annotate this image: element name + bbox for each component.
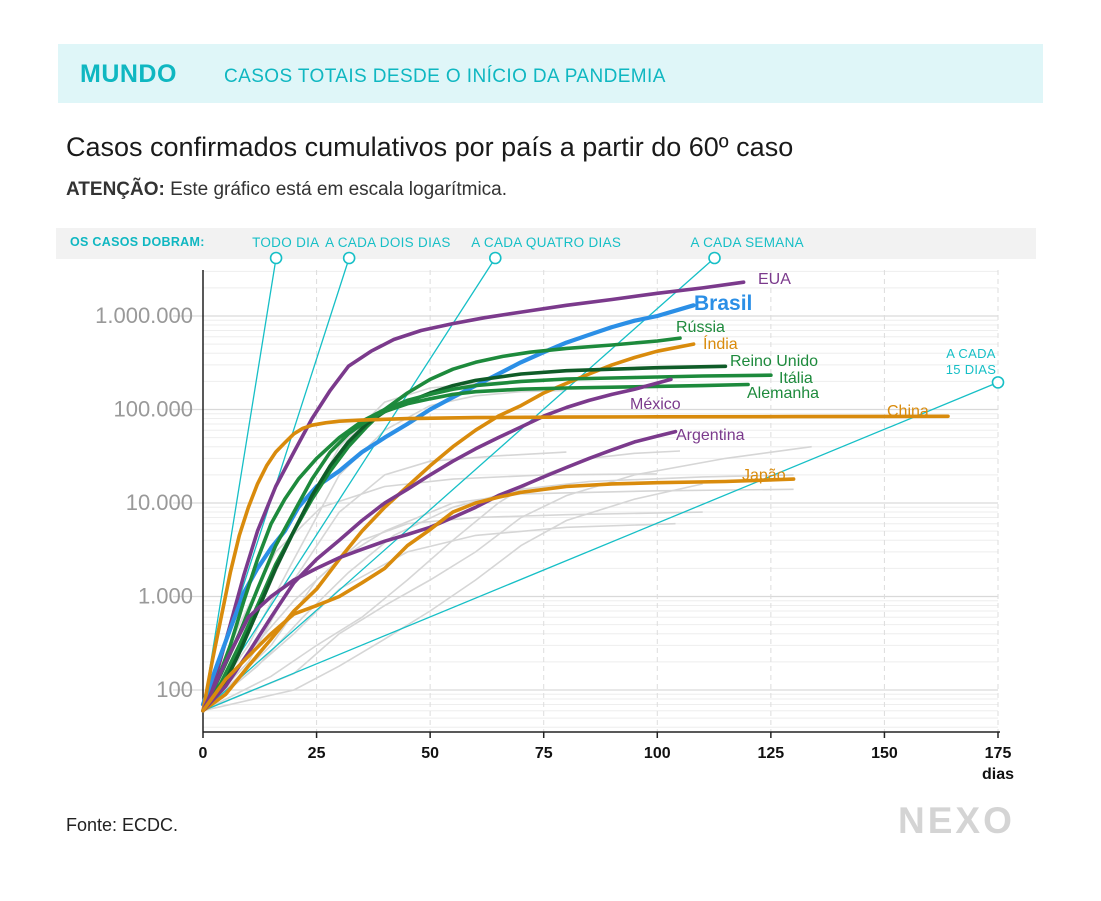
- y-tick-label: 100.000: [113, 397, 193, 422]
- doubling-guide-line: [202, 257, 496, 712]
- series-label: Argentina: [676, 427, 745, 444]
- note-prefix: ATENÇÃO:: [66, 179, 165, 200]
- x-tick-label: 150: [871, 745, 898, 762]
- series-label: México: [630, 396, 681, 413]
- series-line-alemanha: [201, 382, 750, 713]
- series-line-méxico: [201, 377, 673, 713]
- x-tick-label: 25: [308, 745, 326, 762]
- nexo-logo: NEXO: [898, 800, 1015, 841]
- note-text: Este gráfico está em escala logarítmica.: [170, 179, 508, 200]
- series-label: Japão: [742, 467, 786, 484]
- series-line-japão: [201, 477, 796, 713]
- series-label: China: [887, 403, 929, 420]
- kicker-label: CASOS TOTAIS DESDE O INÍCIO DA PANDEMIA: [224, 66, 666, 87]
- doubling-guide-marker: [708, 251, 721, 265]
- x-tick-label: 125: [758, 745, 785, 762]
- series-label: EUA: [758, 271, 791, 288]
- series-label: Alemanha: [747, 385, 819, 402]
- y-tick-label: 10.000: [126, 490, 193, 515]
- doubling-guide-label: 15 DIAS: [946, 362, 997, 377]
- doubling-guide-line: [202, 257, 715, 712]
- series-line-eua: [201, 280, 746, 713]
- chart-note: ATENÇÃO: Este gráfico está em escala log…: [66, 179, 507, 201]
- x-tick-label: 100: [644, 745, 671, 762]
- background-series-line: [202, 488, 794, 712]
- background-series-line: [202, 445, 812, 712]
- section-label: MUNDO: [80, 60, 177, 88]
- doubling-guide-marker: [269, 251, 283, 265]
- x-tick-label: 50: [421, 745, 439, 762]
- series-line-brasil: [200, 303, 696, 707]
- x-unit-label: dias: [982, 766, 1014, 783]
- series-label: Índia: [703, 334, 738, 353]
- doubling-guide-marker: [342, 251, 356, 265]
- doubling-band: [56, 228, 1036, 259]
- series-line-china: [201, 414, 950, 713]
- doubling-title: OS CASOS DOBRAM:: [70, 235, 205, 249]
- x-tick-label: 75: [535, 745, 553, 762]
- doubling-guide-label: TODO DIA: [252, 235, 319, 250]
- header-band: [58, 44, 1043, 103]
- chart-title: Casos confirmados cumulativos por país a…: [66, 132, 794, 162]
- doubling-guide-label: A CADA SEMANA: [691, 235, 804, 250]
- series-label: Brasil: [694, 292, 752, 315]
- series-label: Rússia: [676, 319, 725, 336]
- y-tick-label: 1.000.000: [95, 303, 193, 328]
- background-series-line: [202, 473, 658, 712]
- x-tick-label: 175: [985, 745, 1012, 762]
- source-note: Fonte: ECDC.: [66, 815, 179, 835]
- y-tick-label: 1.000: [138, 584, 193, 609]
- doubling-guide-line: [202, 257, 277, 711]
- background-series-line: [202, 474, 794, 712]
- y-tick-label: 100: [156, 677, 193, 702]
- doubling-guide-label: A CADA: [946, 346, 996, 361]
- doubling-guide-line: [202, 381, 999, 712]
- doubling-guide-label: A CADA QUATRO DIAS: [471, 235, 621, 250]
- series-label: Reino Unido: [730, 353, 818, 370]
- series-label: Itália: [779, 370, 813, 387]
- background-series-line: [202, 483, 703, 712]
- x-tick-label: 0: [199, 745, 208, 762]
- doubling-guide-marker: [991, 376, 1005, 389]
- doubling-guide-marker: [488, 251, 502, 265]
- doubling-guide-label: A CADA DOIS DIAS: [325, 235, 451, 250]
- background-series-line: [202, 522, 676, 712]
